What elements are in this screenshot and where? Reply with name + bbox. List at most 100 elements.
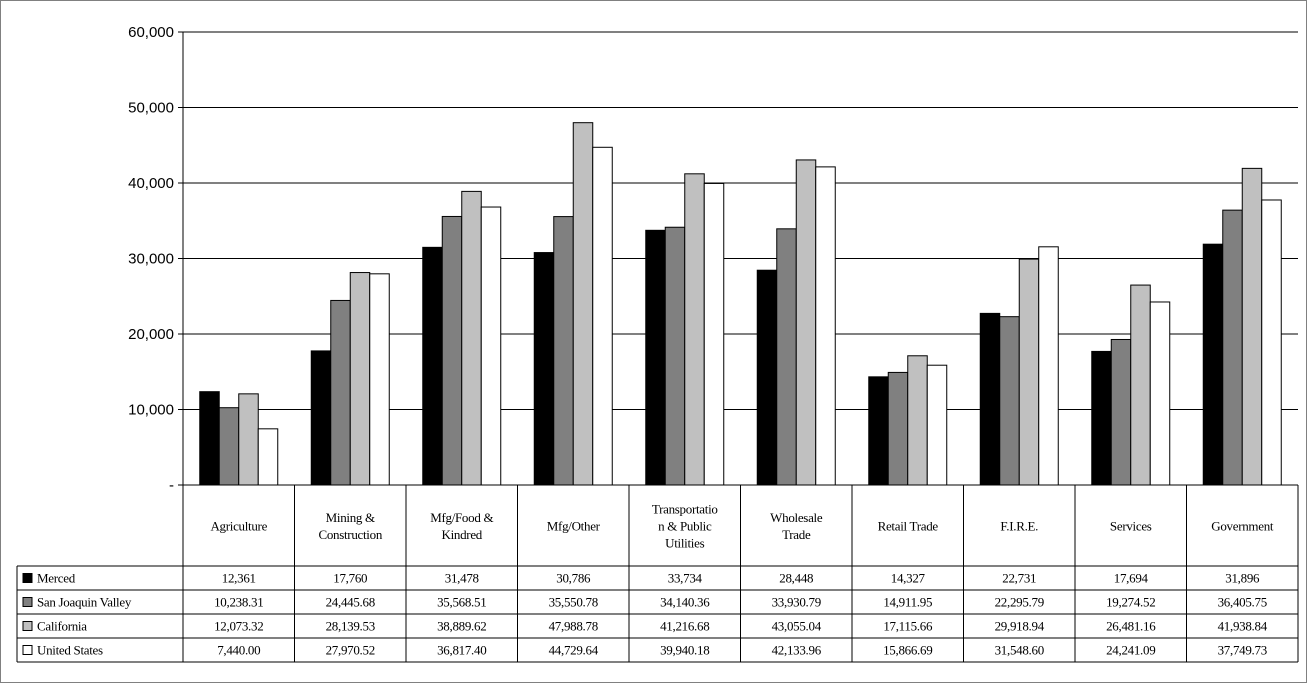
data-label: 10,238.31 <box>214 595 263 610</box>
bar-san-joaquin-valley <box>1222 209 1243 486</box>
legend-label: San Joaquin Valley <box>37 595 132 610</box>
data-label: 15,866.69 <box>883 643 932 658</box>
bar-merced <box>199 391 220 486</box>
bar-san-joaquin-valley <box>887 371 909 486</box>
legend-key <box>22 573 33 583</box>
y-tick-label: 30,000 <box>128 251 174 268</box>
data-label: 12,361 <box>222 571 256 586</box>
bar-united-states <box>480 206 502 486</box>
data-label: 36,817.40 <box>437 643 486 658</box>
data-label: 31,478 <box>445 571 479 586</box>
data-label: 27,970.52 <box>326 643 375 658</box>
data-label: 17,760 <box>333 571 367 586</box>
bar-california <box>1130 284 1151 486</box>
y-tick-label: 60,000 <box>128 24 174 41</box>
data-label: 37,749.73 <box>1218 643 1267 658</box>
x-tick-label: Mfg/Food & <box>430 510 493 525</box>
x-tick-label: Transportatio <box>652 502 718 517</box>
data-label: 24,241.09 <box>1106 643 1155 658</box>
bar-san-joaquin-valley <box>218 407 240 486</box>
bar-merced <box>979 312 1001 486</box>
y-tick-label: 20,000 <box>128 326 174 343</box>
data-label: 29,918.94 <box>995 619 1045 634</box>
data-label: 14,327 <box>891 571 926 586</box>
data-label: 26,481.16 <box>1106 619 1156 634</box>
bar-united-states <box>1038 246 1059 486</box>
data-label: 7,440.00 <box>217 643 260 658</box>
legend-key <box>22 621 33 631</box>
data-label: 24,445.68 <box>326 595 375 610</box>
data-label: 31,896 <box>1225 571 1260 586</box>
data-label: 17,694 <box>1114 571 1149 586</box>
x-tick-label: n & Public <box>658 519 712 534</box>
data-label: 42,133.96 <box>772 643 822 658</box>
bar-merced <box>533 252 555 486</box>
bar-united-states <box>1149 301 1171 486</box>
legend-label: California <box>37 619 87 634</box>
bar-california <box>907 355 928 486</box>
data-label: 22,731 <box>1002 571 1036 586</box>
x-tick-label: Agriculture <box>210 519 267 534</box>
x-tick-label: Construction <box>318 527 382 542</box>
bar-california <box>684 173 705 486</box>
legend-label: Merced <box>37 571 76 586</box>
x-tick-label: Utilities <box>665 536 704 551</box>
bar-merced <box>422 246 443 486</box>
legend-key <box>22 645 33 655</box>
legend-key <box>22 597 33 607</box>
bar-san-joaquin-valley <box>999 316 1020 486</box>
y-tick-label: - <box>169 477 174 494</box>
y-tick-label: 50,000 <box>128 100 174 117</box>
data-label: 34,140.36 <box>660 595 710 610</box>
bar-california <box>1241 167 1263 486</box>
bar-san-joaquin-valley <box>553 216 574 486</box>
bar-merced <box>1091 350 1112 486</box>
data-label: 36,405.75 <box>1218 595 1267 610</box>
bar-san-joaquin-valley <box>1110 338 1132 486</box>
data-label: 44,729.64 <box>549 643 599 658</box>
data-label: 47,988.78 <box>549 619 598 634</box>
data-label: 35,550.78 <box>549 595 598 610</box>
bar-california <box>572 122 594 486</box>
x-tick-label: Services <box>1110 519 1152 534</box>
data-label: 12,073.32 <box>214 619 263 634</box>
bar-california <box>795 159 817 486</box>
bar-merced <box>310 350 332 486</box>
x-tick-label: Mining & <box>326 510 375 525</box>
bar-san-joaquin-valley <box>330 299 351 486</box>
bar-united-states <box>703 182 725 486</box>
bar-california <box>1018 258 1040 486</box>
data-label: 33,734 <box>668 571 703 586</box>
data-label: 41,216.68 <box>660 619 709 634</box>
bar-merced <box>1202 243 1224 486</box>
bar-california <box>349 272 371 486</box>
data-label: 14,911.95 <box>883 595 932 610</box>
x-tick-label: Retail Trade <box>878 519 939 534</box>
x-tick-label: F.I.R.E. <box>1000 519 1038 534</box>
bar-united-states <box>1261 199 1282 486</box>
bar-merced <box>645 229 666 486</box>
data-label: 39,940.18 <box>660 643 709 658</box>
x-tick-label: Wholesale <box>770 510 823 525</box>
bar-san-joaquin-valley <box>776 228 797 486</box>
bar-united-states <box>815 166 836 486</box>
data-label: 38,889.62 <box>437 619 486 634</box>
bar-united-states <box>926 364 948 486</box>
data-label: 22,295.79 <box>995 595 1044 610</box>
bar-united-states <box>257 428 279 486</box>
x-tick-label: Kindred <box>442 527 483 542</box>
x-tick-label: Mfg/Other <box>547 519 601 534</box>
data-label: 17,115.66 <box>883 619 933 634</box>
data-label: 41,938.84 <box>1218 619 1268 634</box>
data-label: 35,568.51 <box>437 595 486 610</box>
x-tick-label: Government <box>1211 519 1274 534</box>
data-label: 28,139.53 <box>326 619 375 634</box>
y-tick-label: 40,000 <box>128 175 174 192</box>
data-label: 43,055.04 <box>772 619 822 634</box>
x-tick-label: Trade <box>782 527 811 542</box>
data-label: 28,448 <box>779 571 813 586</box>
bar-merced <box>868 376 889 486</box>
y-tick-label: 10,000 <box>128 402 174 419</box>
